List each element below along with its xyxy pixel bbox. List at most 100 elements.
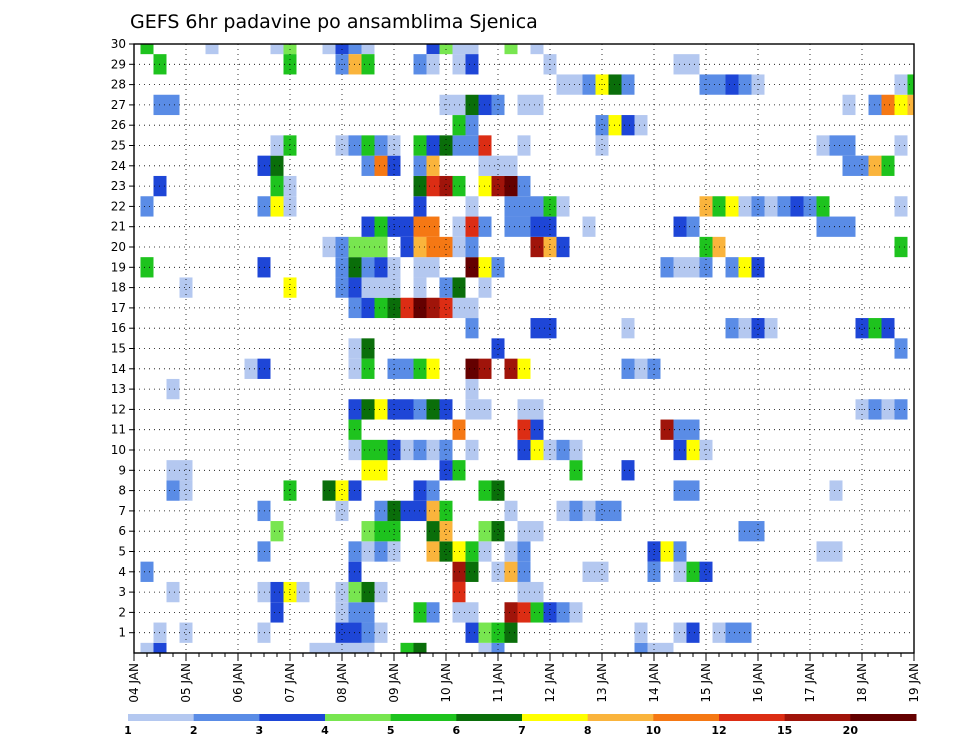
heatmap-cell	[699, 257, 713, 278]
heatmap-cell	[894, 236, 908, 258]
heatmap-cell	[374, 541, 388, 562]
heatmap-cell	[426, 236, 440, 258]
heatmap-cell	[465, 297, 479, 319]
heatmap-cell	[569, 500, 583, 522]
heatmap-cell	[374, 236, 388, 258]
heatmap-cell	[595, 135, 609, 156]
y-tick-label: 14	[111, 362, 126, 376]
heatmap-cell	[426, 297, 440, 319]
heatmap-cell	[504, 541, 518, 562]
heatmap-cell	[465, 196, 479, 217]
y-tick-label: 17	[111, 301, 126, 315]
heatmap-cell	[179, 480, 193, 501]
heatmap-cell	[335, 642, 349, 653]
heatmap-cell	[907, 74, 914, 95]
heatmap-cell	[361, 602, 375, 623]
heatmap-cell	[361, 277, 375, 298]
heatmap-cell	[361, 155, 375, 176]
colorbar-swatch	[587, 714, 654, 721]
heatmap-cell	[374, 257, 388, 278]
heatmap-cell	[881, 155, 895, 176]
heatmap-cell	[686, 622, 700, 643]
heatmap-cell	[400, 399, 414, 420]
heatmap-cell	[179, 622, 193, 643]
heatmap-cell	[374, 277, 388, 298]
heatmap-cell	[270, 155, 284, 176]
heatmap-cell	[894, 399, 908, 420]
heatmap-cell	[634, 642, 648, 653]
colorbar-label: 1	[124, 724, 132, 737]
x-tick-label: 14 JAN	[647, 663, 661, 703]
heatmap-cell	[465, 115, 479, 136]
heatmap-cell	[491, 642, 505, 653]
heatmap-cell	[465, 439, 479, 461]
heatmap-cell	[686, 54, 700, 75]
heatmap-cell	[335, 135, 349, 156]
heatmap-cell	[335, 277, 349, 298]
heatmap-cell	[504, 358, 518, 379]
colorbar-label: 12	[711, 724, 726, 737]
y-tick-label: 28	[111, 78, 126, 92]
heatmap-cell	[205, 44, 219, 55]
heatmap-cell	[426, 54, 440, 75]
heatmap-cell	[374, 297, 388, 319]
heatmap-cell	[465, 602, 479, 623]
gridlines	[134, 43, 914, 653]
heatmap-cell	[530, 602, 544, 623]
heatmap-cell	[829, 216, 843, 237]
heatmap-cell	[699, 236, 713, 258]
heatmap-cells	[140, 44, 914, 653]
heatmap-cell	[400, 216, 414, 237]
heatmap-cell	[569, 439, 583, 461]
heatmap-cell	[491, 622, 505, 643]
heatmap-cell	[361, 358, 375, 379]
heatmap-cell	[894, 135, 908, 156]
heatmap-cell	[504, 500, 518, 522]
y-tick-label: 25	[111, 139, 126, 153]
heatmap-cell	[361, 581, 375, 603]
y-tick-label: 24	[111, 159, 126, 173]
heatmap-cell	[426, 521, 440, 542]
y-tick-label: 10	[111, 443, 126, 457]
heatmap-cell	[179, 277, 193, 298]
heatmap-cell	[270, 135, 284, 156]
heatmap-cell	[335, 500, 349, 522]
heatmap-cell	[556, 236, 570, 258]
heatmap-cell	[374, 460, 388, 481]
heatmap-cell	[465, 378, 479, 400]
heatmap-cell	[530, 318, 544, 339]
heatmap-cell	[465, 358, 479, 379]
heatmap-cell	[816, 135, 830, 156]
heatmap-cell	[816, 541, 830, 562]
heatmap-cell	[725, 257, 739, 278]
heatmap-cell	[335, 581, 349, 603]
heatmap-cell	[439, 277, 453, 298]
heatmap-cell	[361, 460, 375, 481]
x-tick-label: 07 JAN	[283, 663, 297, 703]
heatmap-cell	[322, 642, 336, 653]
heatmap-cell	[439, 175, 453, 197]
heatmap-cell	[413, 642, 427, 653]
heatmap-cell	[400, 500, 414, 522]
heatmap-cell	[426, 135, 440, 156]
heatmap-cell	[530, 196, 544, 217]
y-tick-label: 8	[118, 484, 126, 498]
heatmap-cell	[361, 642, 375, 653]
heatmap-cell	[764, 318, 778, 339]
heatmap-cell	[348, 44, 362, 55]
heatmap-cell	[491, 175, 505, 197]
heatmap-cell	[439, 521, 453, 542]
heatmap-cell	[400, 297, 414, 319]
heatmap-cell	[348, 642, 362, 653]
heatmap-cell	[530, 439, 544, 461]
heatmap-cell	[530, 581, 544, 603]
heatmap-cell	[140, 196, 154, 217]
heatmap-cell	[270, 175, 284, 197]
colorbar-swatch	[456, 714, 523, 721]
heatmap-cell	[829, 480, 843, 501]
heatmap-cell	[426, 175, 440, 197]
heatmap-cell	[400, 642, 414, 653]
heatmap-cell	[660, 541, 674, 562]
y-tick-label: 12	[111, 402, 126, 416]
heatmap-cell	[166, 460, 180, 481]
